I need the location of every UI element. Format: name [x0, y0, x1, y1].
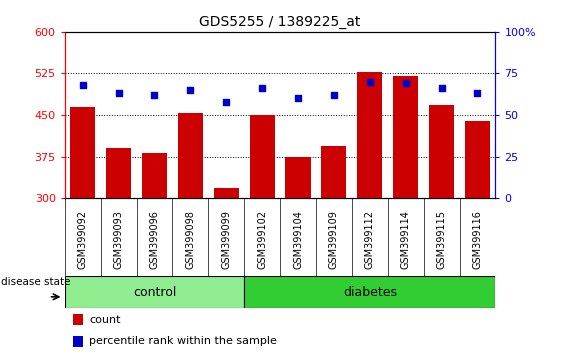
Bar: [321, 145, 346, 198]
Text: GSM399115: GSM399115: [436, 210, 446, 269]
Bar: [106, 148, 131, 198]
Text: percentile rank within the sample: percentile rank within the sample: [90, 336, 277, 346]
Bar: [65, 276, 244, 308]
Bar: [429, 105, 454, 198]
Bar: [285, 156, 311, 198]
Text: diabetes: diabetes: [343, 286, 397, 298]
Point: [437, 86, 446, 91]
Point: [186, 87, 195, 93]
Text: GSM399112: GSM399112: [365, 210, 375, 269]
Text: GSM399096: GSM399096: [149, 210, 159, 269]
Text: GSM399099: GSM399099: [221, 210, 231, 269]
Point: [329, 92, 338, 98]
Text: count: count: [90, 315, 121, 325]
Text: GSM399109: GSM399109: [329, 210, 339, 269]
Bar: [465, 121, 490, 198]
Bar: [244, 276, 495, 308]
Bar: [358, 72, 382, 198]
Bar: [393, 76, 418, 198]
Point: [222, 99, 231, 104]
Point: [293, 96, 302, 101]
Bar: [73, 314, 83, 325]
Bar: [73, 336, 83, 347]
Point: [365, 79, 374, 85]
Text: GSM399093: GSM399093: [114, 210, 124, 269]
Bar: [178, 113, 203, 198]
Text: GSM399114: GSM399114: [401, 210, 411, 269]
Text: GSM399092: GSM399092: [78, 210, 88, 269]
Point: [114, 91, 123, 96]
Text: GSM399104: GSM399104: [293, 210, 303, 269]
Bar: [214, 188, 239, 198]
Text: GSM399102: GSM399102: [257, 210, 267, 269]
Text: GSM399116: GSM399116: [472, 210, 482, 269]
Title: GDS5255 / 1389225_at: GDS5255 / 1389225_at: [199, 16, 361, 29]
Bar: [70, 107, 95, 198]
Text: GSM399098: GSM399098: [185, 210, 195, 269]
Text: disease state: disease state: [1, 277, 70, 287]
Bar: [142, 153, 167, 198]
Point: [258, 86, 267, 91]
Point: [78, 82, 87, 88]
Point: [150, 92, 159, 98]
Text: control: control: [133, 286, 176, 298]
Bar: [249, 115, 275, 198]
Point: [473, 91, 482, 96]
Point: [401, 81, 410, 86]
